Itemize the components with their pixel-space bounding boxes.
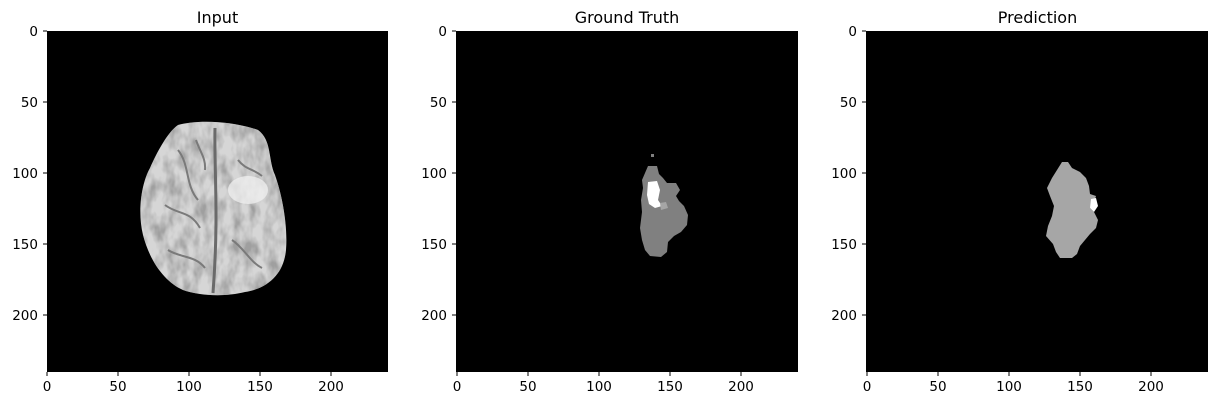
y-tick-label: 50 [430,95,447,111]
y-tick-label: 50 [840,95,857,111]
y-tick-label: 100 [12,166,38,182]
y-tick-label: 0 [29,24,38,40]
x-tick-label: 0 [43,379,52,395]
x-axis [46,372,332,376]
y-tick-label: 200 [831,308,857,324]
panel-title: Prediction [998,8,1077,27]
x-tick-label: 0 [453,379,462,395]
y-tick-label: 150 [831,237,857,253]
panel-input: Input 0 50 100 150 200 0 50 100 150 200 [12,8,388,395]
x-axis [866,372,1152,376]
y-axis [862,30,866,316]
y-tick-label: 200 [421,308,447,324]
x-tick-label: 100 [996,379,1022,395]
y-tick-label: 0 [848,24,857,40]
x-tick-label: 100 [586,379,612,395]
panel-title: Input [197,8,238,27]
x-tick-label: 200 [728,379,754,395]
x-tick-label: 50 [109,379,126,395]
x-tick-label: 50 [929,379,946,395]
x-tick-label: 200 [318,379,344,395]
panel-title: Ground Truth [575,8,680,27]
y-tick-label: 50 [21,95,38,111]
y-tick-label: 100 [831,166,857,182]
y-tick-label: 0 [438,24,447,40]
panel-prediction: Prediction 0 50 100 150 200 0 50 100 150… [831,8,1208,395]
panel-ground-truth: Ground Truth 0 50 100 150 200 0 50 100 1… [421,8,798,395]
x-axis [456,372,742,376]
y-tick-label: 150 [12,237,38,253]
y-tick-label: 200 [12,308,38,324]
y-tick-label: 150 [421,237,447,253]
x-tick-label: 150 [247,379,273,395]
ground-truth-mask [640,154,688,257]
y-axis [43,30,47,316]
y-axis [452,30,456,316]
x-tick-label: 0 [863,379,872,395]
x-tick-label: 50 [519,379,536,395]
brain-mri-image [140,121,287,296]
x-tick-label: 100 [176,379,202,395]
image-area [866,31,1208,372]
x-tick-label: 150 [657,379,683,395]
x-tick-label: 200 [1138,379,1164,395]
y-tick-label: 100 [421,166,447,182]
prediction-mask [1046,162,1098,258]
x-tick-label: 150 [1067,379,1093,395]
image-area [456,31,798,372]
